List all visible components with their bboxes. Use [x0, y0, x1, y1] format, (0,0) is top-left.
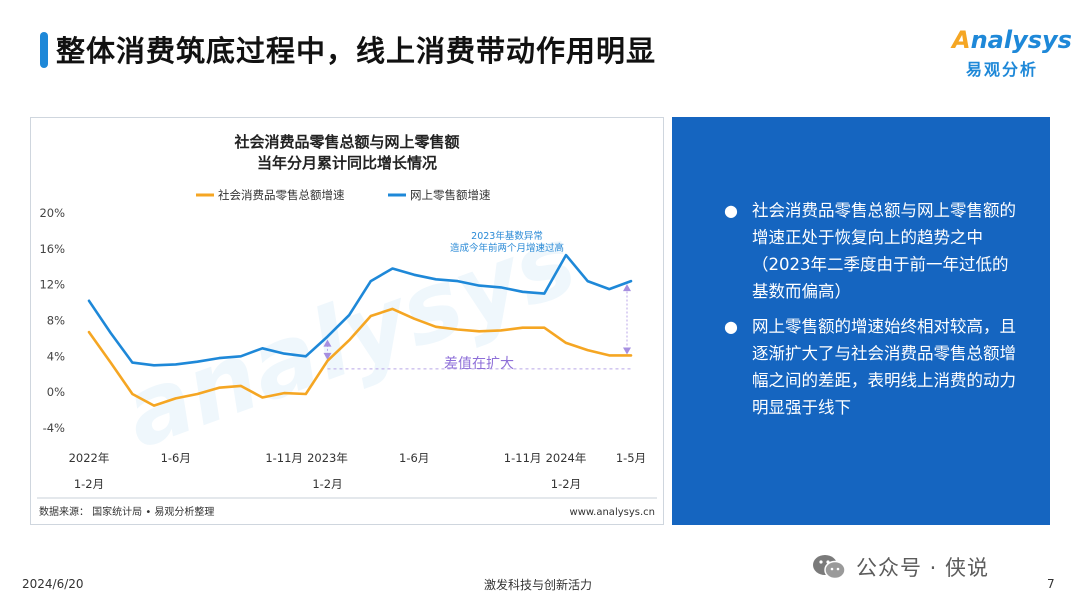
gap-arrow-up-icon [623, 284, 631, 292]
y-tick-label: 16% [39, 242, 65, 256]
x-tick-label: 1-6月 [399, 451, 429, 465]
y-tick-label: 20% [39, 206, 65, 220]
bullet-dot-icon: ● [724, 201, 738, 220]
logo-chinese-name: 易观分析 [966, 60, 1039, 79]
y-tick-label: 8% [47, 314, 65, 328]
y-tick-label: 12% [39, 278, 65, 292]
page-title: 整体消费筑底过程中，线上消费带动作用明显 [56, 34, 657, 68]
base-year-annotation: 造成今年前两个月增速过高 [450, 242, 564, 254]
x-tick-label: 2023年 [307, 451, 348, 465]
logo-letter-a: A [952, 26, 971, 54]
x-tick-label: 1-2月 [312, 477, 342, 491]
logo-wordmark: Analysys [952, 26, 1072, 54]
gap-arrow-down-icon [623, 347, 631, 355]
chart-subtitle: 当年分月累计同比增长情况 [257, 154, 437, 172]
x-tick-label: 1-5月 [616, 451, 646, 465]
insight-bullet-2: ● 网上零售额的增速始终相对较高，且逐渐扩大了与社会消费品零售总额增幅之间的差距，… [724, 313, 1024, 421]
series-line-1 [87, 307, 633, 407]
base-year-annotation: 2023年基数异常 [471, 230, 543, 242]
y-tick-label: 0% [47, 385, 65, 399]
x-tick-label: 2024年 [546, 451, 587, 465]
y-tick-label: -4% [43, 421, 65, 435]
insight-bullets: ● 社会消费品零售总额与网上零售额的增速正处于恢复向上的趋势之中（2023年二季度… [724, 197, 1024, 429]
insight-text-2: 网上零售额的增速始终相对较高，且逐渐扩大了与社会消费品零售总额增幅之间的差距，表… [752, 317, 1016, 417]
wechat-label: 公众号 · 侠说 [856, 556, 990, 580]
insight-panel: ● 社会消费品零售总额与网上零售额的增速正处于恢复向上的趋势之中（2023年二季度… [672, 117, 1050, 525]
gap-arrow-up-icon [323, 339, 332, 347]
logo-letters-rest: nalysys [970, 26, 1072, 54]
legend-label-2: 网上零售额增速 [410, 188, 491, 202]
x-tick-label: 1-11月 [504, 451, 542, 465]
retail-growth-chart: analysys社会消费品零售总额与网上零售额当年分月累计同比增长情况社会消费品… [37, 133, 657, 518]
page-number: 7 [1047, 577, 1055, 591]
footer-slogan: 激发科技与创新活力 [484, 578, 593, 592]
wechat-icon [813, 555, 846, 580]
wechat-account: 公众号 · 侠说 [812, 552, 989, 582]
gap-annotation: 差值在扩大 [444, 356, 514, 372]
x-tick-label: 1-2月 [551, 477, 581, 491]
legend-label-1: 社会消费品零售总额增速 [218, 188, 345, 202]
insight-text-1: 社会消费品零售总额与网上零售额的增速正处于恢复向上的趋势之中（2023年二季度由… [752, 201, 1016, 301]
x-tick-label: 1-11月 [265, 451, 303, 465]
y-tick-label: 4% [47, 349, 65, 363]
chart-card: analysys 社会消费品零售总额与网上零售额 当年分月累计同比增长情况 社会消费品… [30, 117, 664, 525]
data-source: 数据来源： 国家统计局 • 易观分析整理 [39, 505, 214, 518]
footer-date: 2024/6/20 [22, 577, 84, 591]
title-accent-bar [40, 32, 48, 68]
gap-arrow-down-icon [323, 352, 332, 360]
series-line-2 [87, 253, 633, 367]
x-tick-label: 2022年 [69, 451, 110, 465]
chart-title: 社会消费品零售总额与网上零售额 [233, 133, 459, 151]
site-url: www.analysys.cn [570, 507, 655, 518]
x-tick-label: 1-2月 [74, 477, 104, 491]
analysys-logo: Analysys 易观分析 [952, 26, 1072, 79]
bullet-dot-icon: ● [724, 317, 738, 336]
insight-bullet-1: ● 社会消费品零售总额与网上零售额的增速正处于恢复向上的趋势之中（2023年二季度… [724, 197, 1024, 305]
x-tick-label: 1-6月 [161, 451, 191, 465]
